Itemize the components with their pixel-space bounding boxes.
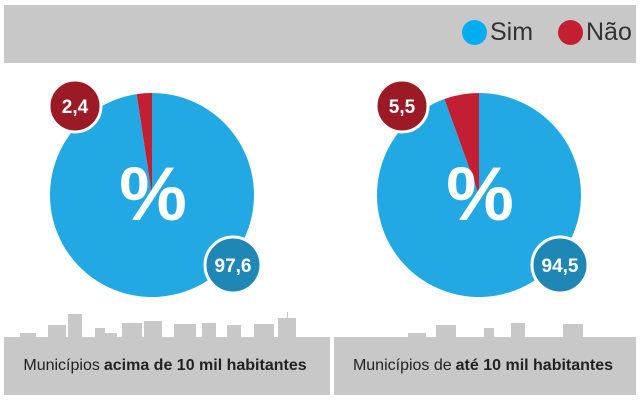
data-label-nao: 2,4 bbox=[62, 97, 89, 118]
pie-slice-nao bbox=[444, 93, 479, 195]
percent-symbol: % bbox=[119, 152, 187, 237]
legend-item-sim: Sim bbox=[462, 18, 533, 47]
label-bubble-nao bbox=[374, 78, 430, 134]
panel-left: Municípios acima de 10 mil habitantes bbox=[4, 337, 330, 395]
percent-symbol: % bbox=[446, 152, 514, 237]
panel-bold: acima de 10 mil habitantes bbox=[103, 357, 307, 374]
label-bubble-sim bbox=[530, 235, 590, 295]
panel-text: Municípios de bbox=[352, 357, 452, 374]
data-label-nao: 5,5 bbox=[389, 97, 416, 118]
panel-bold: até 10 mil habitantes bbox=[455, 357, 614, 374]
legend-label: Não bbox=[586, 18, 632, 46]
legend-bar bbox=[4, 5, 636, 63]
legend-item-nao: Não bbox=[558, 18, 632, 47]
legend-label: Sim bbox=[490, 18, 534, 46]
pie-slice-nao bbox=[136, 93, 152, 195]
panel-right: Municípios de até 10 mil habitantes bbox=[334, 337, 636, 395]
label-bubble-nao bbox=[47, 78, 103, 134]
data-label-sim: 97,6 bbox=[215, 256, 252, 277]
skyline-right bbox=[408, 323, 583, 337]
panel-text: Municípios bbox=[23, 357, 100, 374]
nao-dot-icon bbox=[558, 20, 583, 45]
skyline-left bbox=[20, 312, 296, 337]
data-label-sim: 94,5 bbox=[542, 256, 579, 277]
label-bubble-sim bbox=[203, 235, 263, 295]
sim-dot-icon bbox=[462, 20, 487, 45]
